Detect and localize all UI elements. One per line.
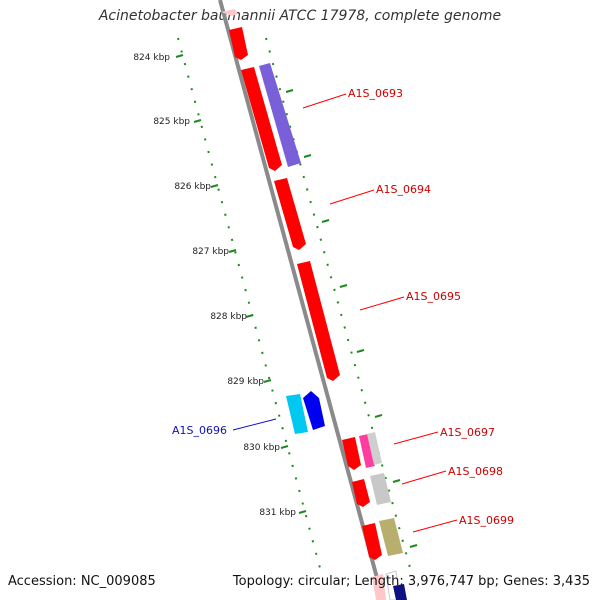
scale-label-831: 831 kbp	[259, 508, 296, 518]
gene-feature[interactable]	[393, 584, 407, 600]
gene-feature[interactable]	[362, 523, 382, 560]
scale-label-829: 829 kbp	[227, 377, 264, 387]
scale-track-right	[265, 37, 413, 576]
gene-feature[interactable]	[241, 67, 282, 171]
accession-info: Accession: NC_009085	[8, 574, 156, 589]
genome-length: 3,976,747 bp	[407, 574, 495, 589]
scale-label-830: 830 kbp	[243, 443, 280, 453]
gene-feature[interactable]	[352, 479, 370, 507]
genome-backbone	[218, 0, 385, 600]
scale-ticks	[175, 54, 418, 548]
gene-feature[interactable]	[379, 518, 403, 556]
gene-label-a1s-0694[interactable]: A1S_0694	[376, 183, 431, 196]
scale-label-825: 825 kbp	[153, 117, 190, 127]
gene-feature[interactable]	[221, 9, 238, 16]
accession-prefix: Accession:	[8, 574, 81, 589]
gene-feature[interactable]	[367, 432, 382, 465]
gene-feature[interactable]	[297, 261, 340, 381]
scale-label-828: 828 kbp	[210, 312, 247, 322]
gene-label-a1s-0698[interactable]: A1S_0698	[448, 465, 503, 478]
gene-feature[interactable]	[342, 437, 361, 470]
gene-features	[221, 9, 407, 600]
scale-label-827: 827 kbp	[192, 247, 229, 257]
scale-label-824: 824 kbp	[133, 53, 170, 63]
gene-count: 3,435	[552, 574, 590, 589]
genes-prefix: ; Genes:	[494, 574, 553, 589]
map-title: Acinetobacter baumannii ATCC 17978, comp…	[98, 8, 502, 24]
gene-feature[interactable]	[286, 394, 308, 434]
gene-label-a1s-0697[interactable]: A1S_0697	[440, 426, 495, 439]
scale-track-left	[177, 37, 321, 569]
gene-feature[interactable]	[303, 391, 325, 430]
gene-label-a1s-0695[interactable]: A1S_0695	[406, 290, 461, 303]
accession-value: NC_009085	[80, 574, 156, 589]
gene-feature[interactable]	[229, 27, 248, 60]
genome-summary: Topology: circular; Length: 3,976,747 bp…	[233, 574, 590, 589]
gene-feature[interactable]	[359, 434, 375, 468]
gene-label-a1s-0699[interactable]: A1S_0699	[459, 514, 514, 527]
gene-feature[interactable]	[372, 574, 386, 600]
gene-feature[interactable]	[370, 473, 391, 505]
gene-feature[interactable]	[274, 178, 306, 250]
label-leaders	[232, 93, 458, 533]
summary-prefix: Topology: circular; Length:	[232, 574, 408, 589]
gene-feature[interactable]	[259, 63, 301, 167]
gene-label-a1s-0693[interactable]: A1S_0693	[348, 87, 403, 100]
scale-label-826: 826 kbp	[174, 182, 211, 192]
gene-label-a1s-0696[interactable]: A1S_0696	[172, 424, 227, 437]
